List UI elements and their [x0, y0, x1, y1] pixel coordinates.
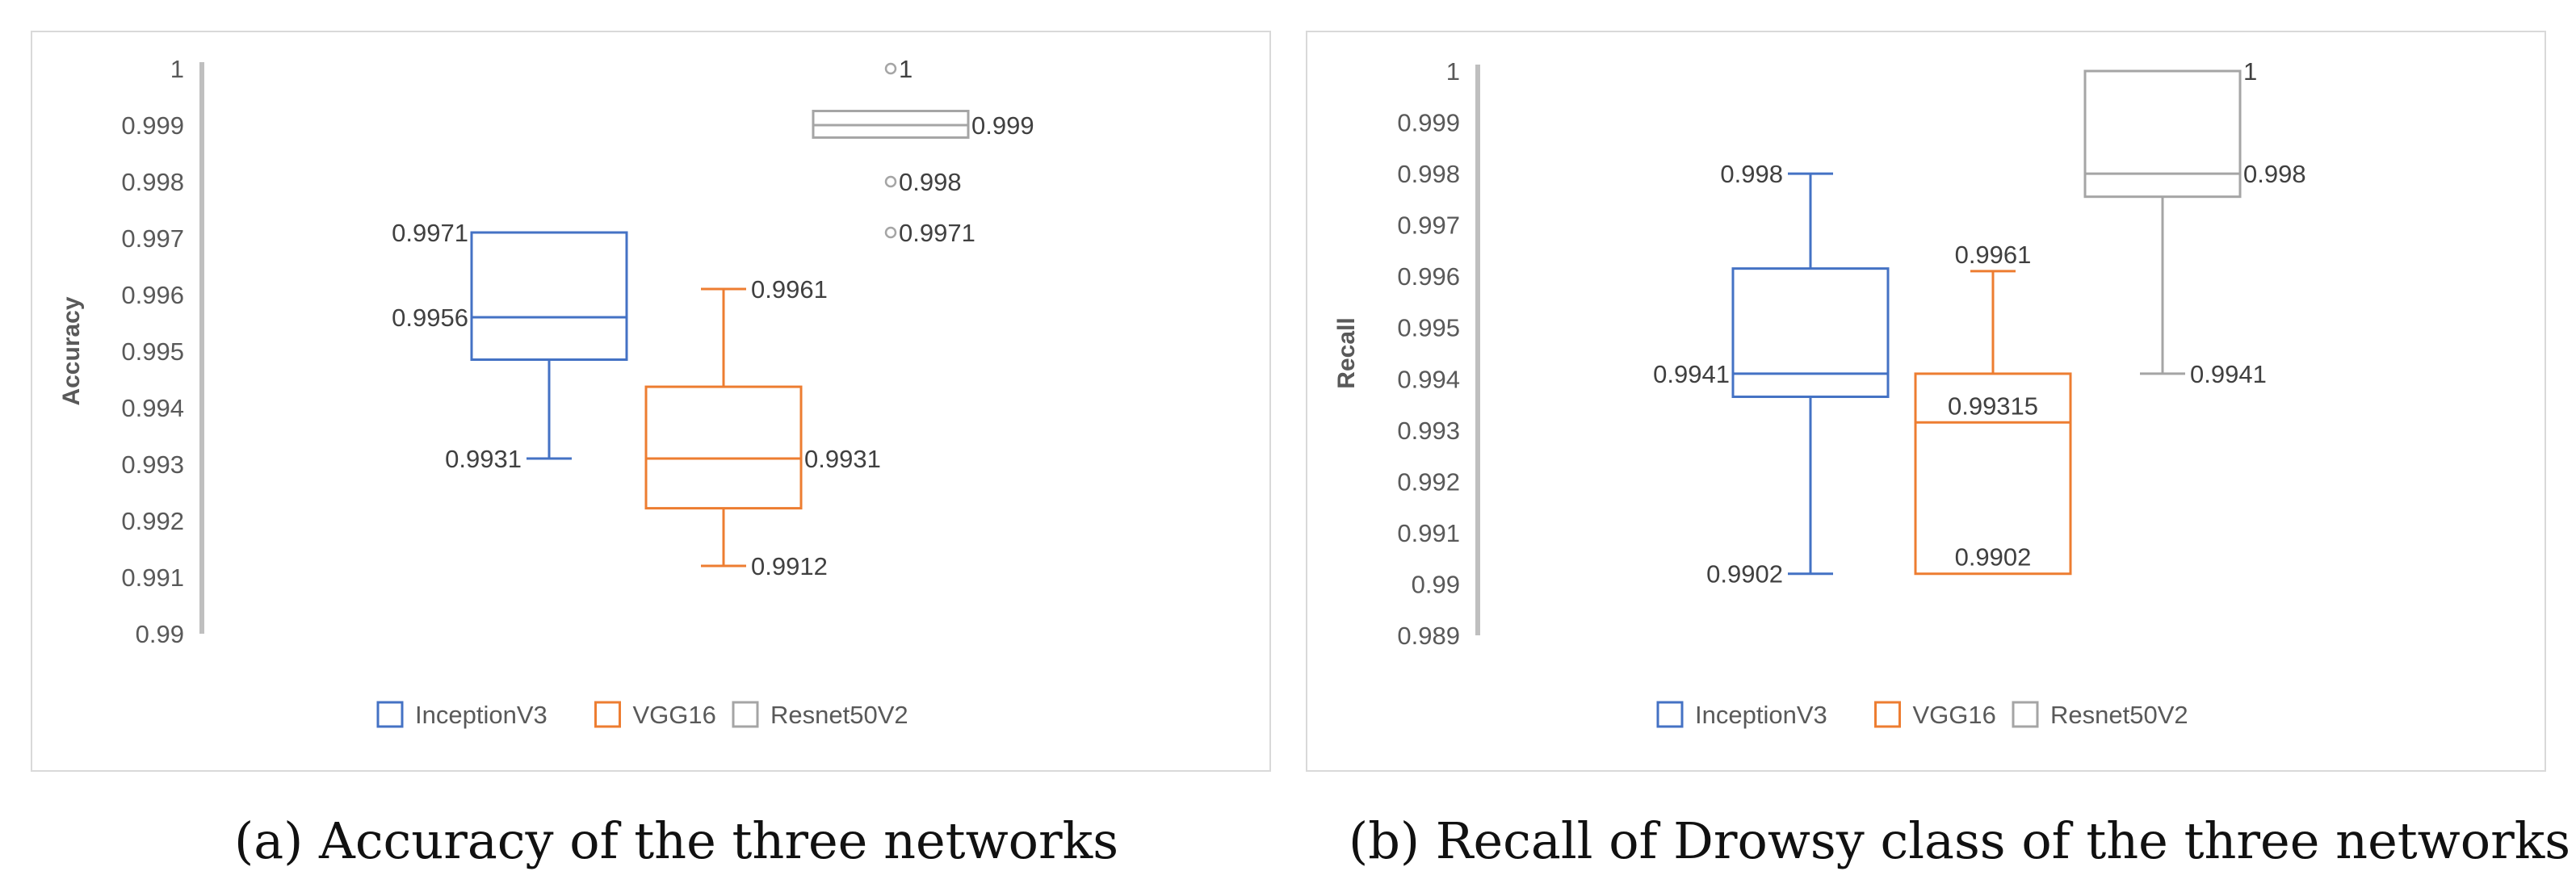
y-tick-label: 0.989: [1397, 622, 1460, 650]
data-label-resnet50v2: 0.998: [899, 168, 962, 196]
chart-accuracy: 1 0.999 0.998 0.997 0.996 0.995 0.994 0.993 0.99…: [31, 31, 1271, 772]
y-tick-label: 0.995: [1397, 314, 1460, 342]
legend-label-vgg16: VGG16: [633, 701, 716, 729]
data-label-vgg16: 0.9912: [751, 552, 828, 580]
data-label-vgg16: 0.99315: [1948, 392, 2038, 420]
y-tick-label: 1: [1446, 57, 1460, 86]
y-tick-label: 0.996: [1397, 262, 1460, 291]
data-label-resnet50v2: 0.999: [971, 111, 1034, 140]
box-inceptionv3: [470, 231, 628, 361]
legend-label-vgg16: VGG16: [1913, 701, 1996, 729]
caption-b: (b) Recall of Drowsy class of the three …: [1349, 811, 2571, 870]
data-label-inceptionv3: 0.9931: [445, 445, 522, 473]
data-label-inceptionv3: 0.9902: [1706, 560, 1783, 589]
data-label-vgg16: 0.9961: [1955, 241, 2032, 269]
data-label-vgg16: 0.9902: [1955, 543, 2032, 572]
data-label-resnet50v2: 1: [2243, 57, 2257, 86]
y-tick-label: 0.998: [121, 168, 184, 196]
data-label-inceptionv3: 0.9941: [1653, 360, 1730, 388]
outlier-point-resnet50v2: [884, 226, 897, 239]
y-tick-label: 0.998: [1397, 160, 1460, 188]
chart-recall: 1 0.999 0.998 0.997 0.996 0.995 0.994 0.993 0.99…: [1306, 31, 2546, 772]
legend-swatch-inceptionv3: [1656, 701, 1684, 728]
y-tick-label: 0.994: [121, 394, 184, 422]
chart-frame: [1306, 31, 2546, 772]
legend-label-resnet50v2: Resnet50V2: [2050, 701, 2188, 729]
data-label-resnet50v2: 0.998: [2243, 160, 2306, 188]
y-tick-label: 0.995: [121, 337, 184, 366]
legend-swatch-inceptionv3: [376, 701, 404, 728]
y-tick-label: 0.997: [1397, 212, 1460, 240]
outlier-point-resnet50v2: [884, 62, 897, 75]
legend-label-inceptionv3: InceptionV3: [415, 701, 548, 729]
y-tick-label: 0.991: [1397, 519, 1460, 547]
legend-label-resnet50v2: Resnet50V2: [770, 701, 908, 729]
data-label-inceptionv3: 0.9971: [392, 219, 468, 247]
chart-frame: [31, 31, 1271, 772]
data-label-resnet50v2: 0.9941: [2190, 360, 2267, 388]
y-tick-label: 1: [170, 55, 184, 83]
y-tick-label: 0.997: [121, 224, 184, 253]
caption-a: (a) Accuracy of the three networks: [234, 811, 1119, 870]
y-tick-label: 0.99: [1412, 570, 1460, 598]
box-vgg16: [644, 385, 803, 510]
y-tick-label: 0.993: [121, 450, 184, 479]
box-inceptionv3: [1731, 267, 1890, 399]
data-label-resnet50v2: 0.9971: [899, 219, 975, 247]
data-label-inceptionv3: 0.9956: [392, 304, 468, 332]
legend-swatch-resnet50v2: [732, 701, 759, 728]
box-vgg16: [1914, 372, 2072, 576]
y-axis-title: Recall: [1333, 317, 1360, 388]
y-tick-label: 0.992: [121, 507, 184, 535]
y-axis-title: Accuracy: [58, 296, 85, 405]
legend-swatch-vgg16: [1874, 701, 1901, 728]
data-label-vgg16: 0.9961: [751, 275, 828, 304]
legend-swatch-resnet50v2: [2012, 701, 2039, 728]
data-label-inceptionv3: 0.998: [1720, 160, 1783, 188]
y-tick-label: 0.992: [1397, 467, 1460, 496]
y-tick-label: 0.999: [121, 111, 184, 140]
legend-swatch-vgg16: [594, 701, 621, 728]
data-label-vgg16: 0.9931: [804, 445, 881, 473]
y-tick-label: 0.996: [121, 281, 184, 309]
y-tick-label: 0.99: [136, 620, 184, 648]
y-tick-label: 0.999: [1397, 109, 1460, 137]
legend-label-inceptionv3: InceptionV3: [1695, 701, 1827, 729]
y-tick-label: 0.993: [1397, 417, 1460, 445]
outlier-point-resnet50v2: [884, 175, 897, 188]
data-label-resnet50v2: 1: [899, 55, 913, 83]
y-tick-label: 0.991: [121, 563, 184, 592]
y-tick-label: 0.994: [1397, 365, 1460, 393]
box-resnet50v2: [2083, 69, 2242, 199]
